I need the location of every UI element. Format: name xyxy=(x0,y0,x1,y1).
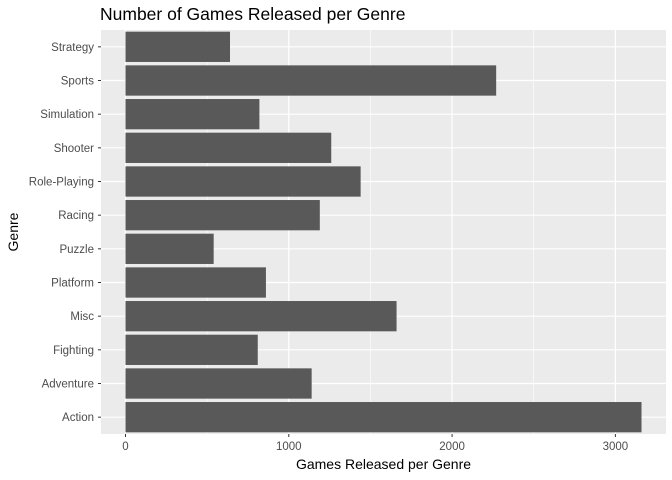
bar-puzzle xyxy=(125,233,214,264)
x-tick-label: 0 xyxy=(122,441,128,453)
y-tick-label: Shooter xyxy=(54,143,94,155)
y-tick-label: Strategy xyxy=(51,42,94,54)
y-tick-label: Platform xyxy=(51,278,94,290)
y-tick-label: Simulation xyxy=(40,109,94,121)
bar-shooter xyxy=(125,132,332,163)
bar-fighting xyxy=(125,334,258,365)
y-tick-label: Action xyxy=(62,412,94,424)
x-tick-label: 1000 xyxy=(276,441,302,453)
bar-strategy xyxy=(125,31,231,62)
y-tick-label: Adventure xyxy=(42,379,94,391)
bar-misc xyxy=(125,301,397,332)
y-tick-label: Racing xyxy=(58,210,94,222)
y-axis: Action Adventure Fighting Misc Platform Puzzl… xyxy=(29,42,101,424)
bar-platform xyxy=(125,267,266,298)
x-axis-title: Games Released per Genre xyxy=(296,456,471,472)
y-tick-label: Fighting xyxy=(53,345,94,357)
bar-sports xyxy=(125,65,497,96)
bar-racing xyxy=(125,200,320,231)
x-tick-label: 2000 xyxy=(439,441,465,453)
bar-simulation xyxy=(125,99,260,130)
bars xyxy=(125,31,642,433)
y-tick-label: Misc xyxy=(70,311,94,323)
bar-action xyxy=(125,402,642,433)
y-axis-title: Genre xyxy=(5,212,21,251)
y-tick-label: Puzzle xyxy=(59,244,94,256)
y-tick-label: Sports xyxy=(61,76,94,88)
plot-panel xyxy=(101,30,666,434)
chart-title: Number of Games Released per Genre xyxy=(100,4,405,24)
y-tick-label: Role-Playing xyxy=(29,177,94,189)
bar-adventure xyxy=(125,368,312,399)
bar-role-playing xyxy=(125,166,361,197)
x-tick-label: 3000 xyxy=(603,441,629,453)
x-axis: 0 1000 2000 3000 xyxy=(122,434,628,453)
